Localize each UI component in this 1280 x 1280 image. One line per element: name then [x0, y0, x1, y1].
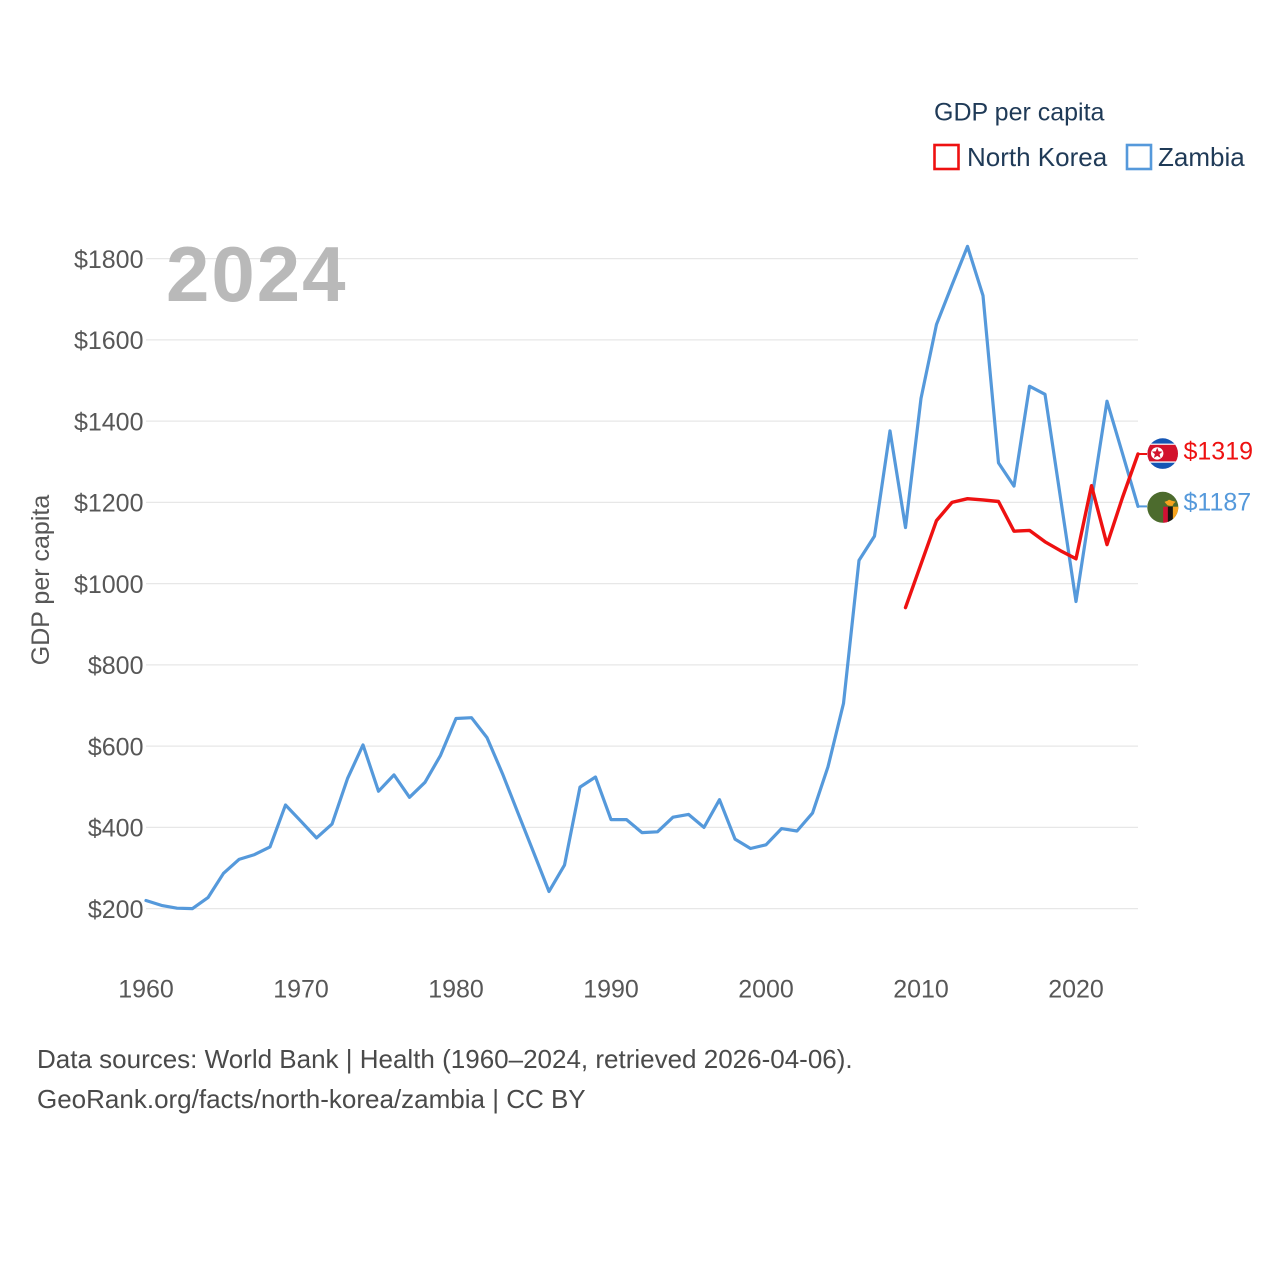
- svg-text:$1800: $1800: [74, 246, 144, 274]
- svg-text:$600: $600: [88, 733, 144, 761]
- svg-text:$1319: $1319: [1184, 438, 1254, 466]
- svg-text:$1200: $1200: [74, 490, 144, 518]
- svg-text:$1400: $1400: [74, 408, 144, 436]
- svg-text:2000: 2000: [738, 976, 794, 1004]
- svg-text:2010: 2010: [893, 976, 949, 1004]
- svg-text:2024: 2024: [166, 230, 348, 318]
- svg-text:North Korea: North Korea: [967, 142, 1108, 172]
- svg-text:GeoRank.org/facts/north-korea/: GeoRank.org/facts/north-korea/zambia | C…: [37, 1084, 586, 1114]
- svg-text:1990: 1990: [583, 976, 639, 1004]
- svg-text:$800: $800: [88, 652, 144, 680]
- svg-text:GDP per capita: GDP per capita: [27, 495, 55, 666]
- svg-text:Zambia: Zambia: [1158, 142, 1245, 172]
- svg-text:1960: 1960: [118, 976, 174, 1004]
- svg-text:$200: $200: [88, 896, 144, 924]
- svg-text:2020: 2020: [1048, 976, 1104, 1004]
- svg-text:$1600: $1600: [74, 327, 144, 355]
- svg-text:$400: $400: [88, 815, 144, 843]
- svg-text:GDP per capita: GDP per capita: [934, 99, 1105, 127]
- svg-text:1980: 1980: [428, 976, 484, 1004]
- svg-text:$1187: $1187: [1184, 489, 1252, 517]
- svg-text:1970: 1970: [273, 976, 329, 1004]
- svg-text:$1000: $1000: [74, 571, 144, 599]
- svg-text:Data sources: World Bank | Hea: Data sources: World Bank | Health (1960–…: [37, 1044, 853, 1074]
